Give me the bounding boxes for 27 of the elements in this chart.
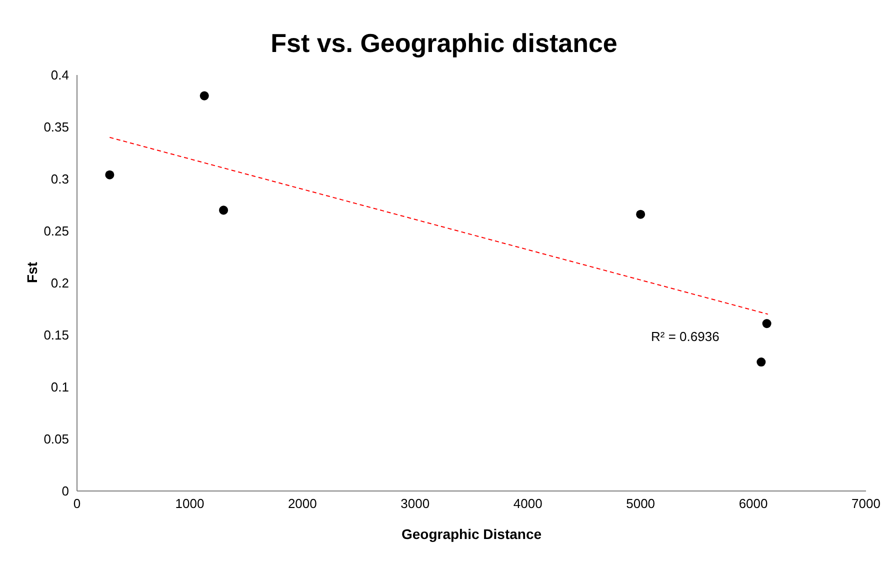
x-tick-label: 3000 [400, 496, 430, 512]
y-tick-label: 0 [62, 484, 69, 499]
annotation: R² = 0.6936 [651, 329, 720, 344]
y-tick-label: 0.4 [50, 68, 69, 83]
y-tick-label: 0.05 [44, 432, 69, 447]
x-tick-label: 2000 [288, 496, 317, 512]
chart-title: Fst vs. Geographic distance [270, 28, 618, 59]
y-tick-label: 0.25 [44, 224, 69, 239]
x-tick-label: 5000 [626, 496, 656, 512]
x-axis-title: Geographic Distance [401, 526, 542, 542]
y-tick-label: 0.1 [50, 380, 69, 395]
x-tick-label: 1000 [175, 496, 204, 512]
point [219, 206, 228, 215]
y-tick-label: 0.35 [44, 120, 69, 135]
y-axis-title: Fst [24, 262, 40, 283]
point [762, 319, 772, 328]
point [756, 358, 766, 367]
point [636, 210, 646, 219]
point [200, 91, 209, 100]
x-tick-label: 0 [73, 496, 81, 512]
x-tick-label: 7000 [852, 496, 880, 512]
y-tick-label: 0.3 [50, 172, 69, 187]
x-tick-label: 4000 [513, 496, 542, 512]
point [105, 170, 114, 180]
y-tick-label: 0.2 [50, 276, 69, 291]
y-tick-label: 0.15 [44, 328, 69, 343]
x-tick-label: 6000 [738, 496, 768, 512]
